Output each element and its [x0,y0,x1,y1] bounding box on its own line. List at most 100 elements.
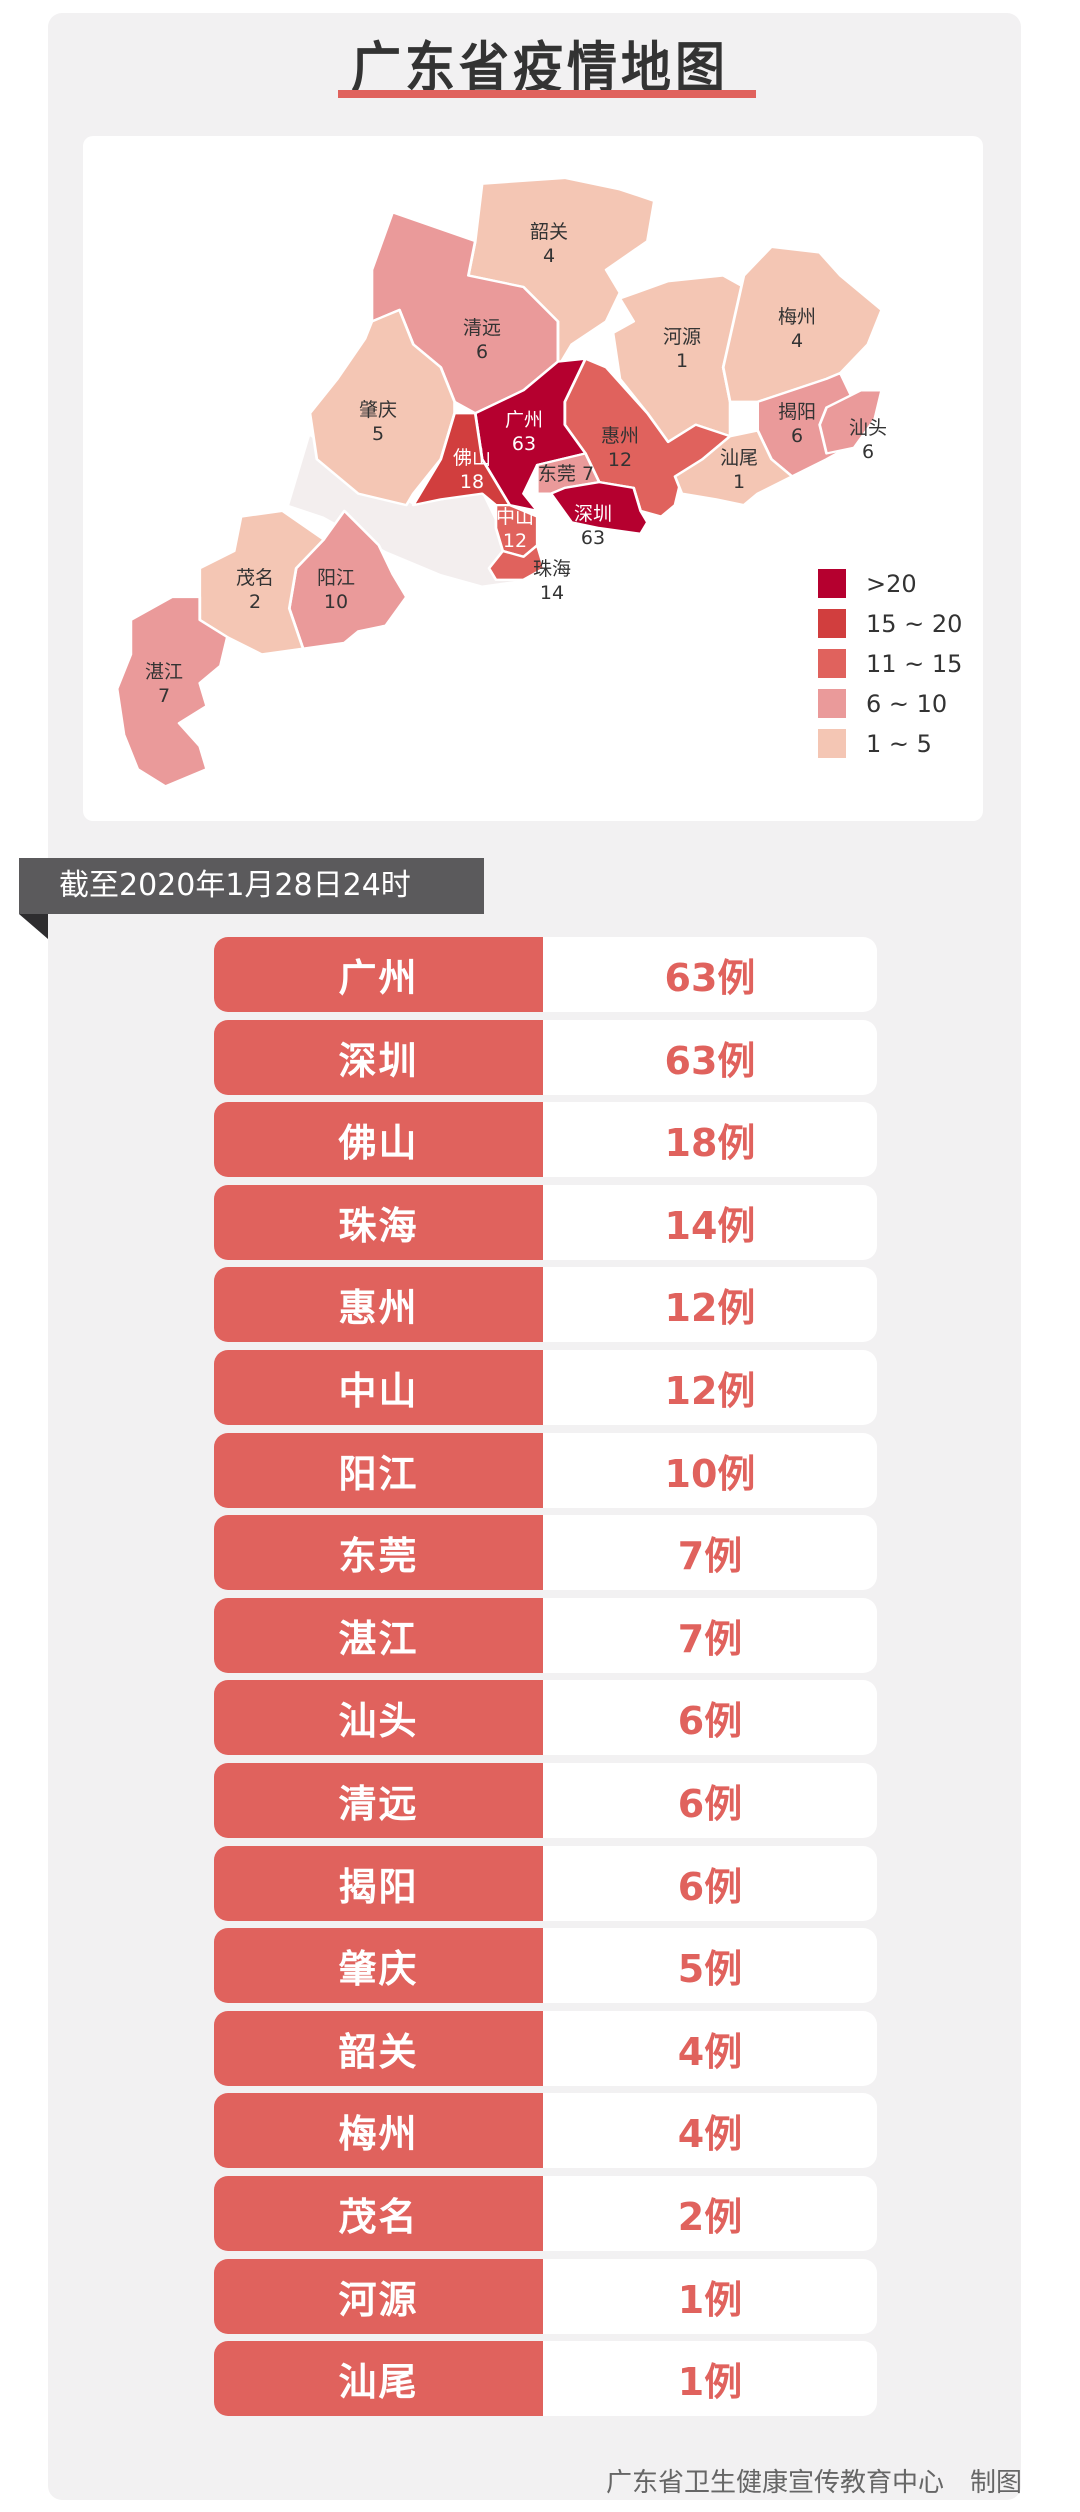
case-count: 1例 [543,2258,877,2334]
city-name: 珠海 [214,1184,543,1260]
case-count: 14例 [543,1184,877,1260]
table-row: 惠州 12例 [214,1267,877,1343]
table-row: 茂名 2例 [214,2176,877,2251]
map-label-dongguan: 东莞 7 [537,463,595,485]
case-count: 12例 [543,1350,877,1425]
map-label-qingyuan: 清远 6 [462,317,502,363]
city-name: 广州 [214,937,543,1012]
table-row: 珠海 14例 [214,1184,877,1260]
city-name: 湛江 [214,1597,543,1673]
table-row: 阳江 10例 [214,1432,877,1508]
table-row: 中山 12例 [214,1350,877,1425]
city-name: 汕尾 [214,2341,543,2417]
legend-item: 1 ~ 5 [818,729,932,758]
city-name: 肇庆 [214,1928,543,2004]
map-label-guangzhou: 广州 63 [504,409,544,455]
legend-label: 15 ~ 20 [866,609,963,638]
map-label-shenzhen: 深圳 63 [573,503,613,549]
case-count: 6例 [543,1845,877,1921]
city-name: 揭阳 [214,1845,543,1921]
legend-label: 6 ~ 10 [866,689,948,718]
table-row: 佛山 18例 [214,1102,877,1178]
case-count: 7例 [543,1597,877,1673]
table-row: 广州 63例 [214,937,877,1012]
case-count: 1例 [543,2341,877,2417]
city-name: 汕头 [214,1680,543,1756]
legend-item: >20 [818,569,917,598]
table-row: 梅州 4例 [214,2093,877,2169]
guangdong-map [115,176,884,788]
legend-swatch [818,649,846,678]
table-row: 韶关 4例 [214,2010,877,2086]
case-count: 4例 [543,2093,877,2169]
table-row: 清远 6例 [214,1763,877,1838]
region-zhaoqing [308,308,456,507]
map-label-zhongshan: 中山 12 [495,506,535,552]
table-row: 揭阳 6例 [214,1845,877,1921]
as-of-banner: 截至2020年1月28日24时 [19,858,484,914]
city-name: 惠州 [214,1267,543,1343]
case-count: 6例 [543,1763,877,1838]
map-label-zhaoqing: 肇庆 5 [358,399,398,445]
legend-label: >20 [866,569,917,598]
region-guangzhou [473,357,587,512]
map-label-maoming: 茂名 2 [235,567,275,613]
region-zhuhai [487,544,546,581]
table-row: 汕头 6例 [214,1680,877,1756]
region-meizhou [721,245,884,403]
map-label-shanwei: 汕尾 1 [719,447,759,493]
map-label-heyuan: 河源 1 [662,326,702,372]
page-title: 广东省疫情地图 [351,36,729,101]
map-label-jieyang: 揭阳 6 [777,401,817,447]
map-label-shantou: 汕头 6 [848,417,888,463]
legend-swatch [818,609,846,638]
table-row: 东莞 7例 [214,1515,877,1591]
region-zhanjiang [115,595,229,788]
case-count: 2例 [543,2176,877,2251]
legend-item: 15 ~ 20 [818,609,962,638]
case-count: 63例 [543,937,877,1012]
map-label-shaoguan: 韶关 4 [529,221,569,267]
legend-swatch [818,569,846,598]
map-label-foshan: 佛山 18 [452,447,492,493]
legend-item: 6 ~ 10 [818,689,947,718]
table-row: 湛江 7例 [214,1597,877,1673]
region-foshan [411,412,512,507]
case-count: 7例 [543,1515,877,1591]
case-count: 6例 [543,1680,877,1756]
city-name: 梅州 [214,2093,543,2169]
city-name: 中山 [214,1350,543,1425]
case-count: 63例 [543,1019,877,1095]
city-name: 阳江 [214,1432,543,1508]
legend-swatch [818,689,846,718]
legend-label: 1 ~ 5 [866,729,932,758]
legend-item: 11 ~ 15 [818,649,962,678]
footer-credit: 广东省卫生健康宣传教育中心 制图 [605,2468,1022,2498]
table-row: 汕尾 1例 [214,2341,877,2417]
map-label-meizhou: 梅州 4 [777,306,817,352]
map-label-yangjiang: 阳江 10 [316,567,356,613]
banner-fold [19,914,48,939]
region-shanwei [673,429,794,507]
city-name: 佛山 [214,1102,543,1178]
table-row: 肇庆 5例 [214,1928,877,2004]
city-name: 河源 [214,2258,543,2334]
legend-label: 11 ~ 15 [866,649,963,678]
case-count: 10例 [543,1432,877,1508]
city-name: 韶关 [214,2010,543,2086]
region-shantou [818,389,884,455]
city-name: 深圳 [214,1019,543,1095]
city-name: 茂名 [214,2176,543,2251]
table-row: 深圳 63例 [214,1019,877,1095]
city-name: 清远 [214,1763,543,1838]
map-label-zhanjiang: 湛江 7 [144,661,184,707]
legend-swatch [818,729,846,758]
region-shenzhen [549,480,649,535]
region-maoming [198,509,326,656]
case-count: 4例 [543,2010,877,2086]
title-underline [338,90,756,98]
case-count: 12例 [543,1267,877,1343]
map-label-zhuhai: 珠海 14 [532,558,572,604]
city-name: 东莞 [214,1515,543,1591]
map-label-huizhou: 惠州 12 [600,425,640,471]
